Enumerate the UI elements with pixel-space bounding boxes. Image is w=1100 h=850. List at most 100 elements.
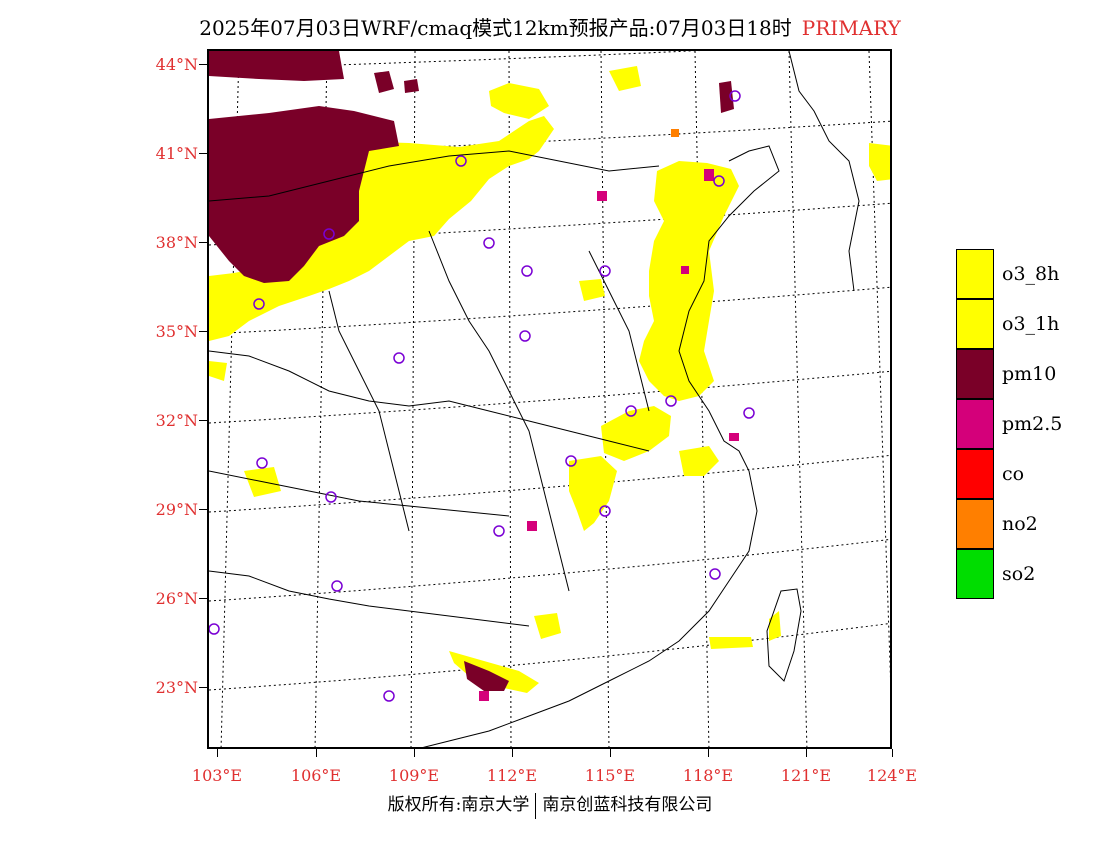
station-marker bbox=[713, 175, 725, 187]
lat-label-23: 23°N bbox=[155, 678, 198, 697]
lat-label-32: 32°N bbox=[155, 411, 198, 430]
province-boundary bbox=[209, 150, 660, 202]
lat-tick bbox=[199, 153, 207, 154]
lon-label-106: 106°E bbox=[290, 766, 342, 785]
o3-patch bbox=[569, 456, 617, 531]
pm25-patch bbox=[729, 433, 739, 441]
pm10-patch bbox=[719, 81, 734, 113]
legend-label: pm2.5 bbox=[1002, 413, 1063, 435]
pm25-patch bbox=[479, 691, 489, 701]
pm10-northwest bbox=[209, 106, 399, 283]
legend-swatch bbox=[956, 549, 994, 599]
lat-label-35: 35°N bbox=[155, 322, 198, 341]
lat-label-26: 26°N bbox=[155, 589, 198, 608]
pm10-regions bbox=[209, 51, 734, 691]
o3-patch bbox=[679, 446, 719, 476]
station-marker bbox=[256, 457, 268, 469]
station-marker bbox=[665, 395, 677, 407]
legend-swatch bbox=[956, 349, 994, 399]
meridian-112 bbox=[508, 51, 512, 747]
footer-right: 南京创蓝科技有限公司 bbox=[542, 795, 713, 815]
station-marker bbox=[483, 237, 495, 249]
parallel-41 bbox=[209, 120, 890, 158]
map-area bbox=[207, 49, 892, 749]
station-marker bbox=[331, 580, 343, 592]
korea-coast bbox=[788, 51, 860, 292]
station-marker bbox=[253, 298, 265, 310]
title-tag: PRIMARY bbox=[801, 16, 901, 40]
lat-tick bbox=[199, 242, 207, 243]
pm10-patch bbox=[374, 71, 394, 93]
o3-regions bbox=[209, 66, 890, 693]
stations bbox=[209, 90, 755, 702]
legend-label: co bbox=[1002, 463, 1025, 485]
station-marker bbox=[325, 491, 337, 503]
lat-tick bbox=[199, 687, 207, 688]
legend-label: o3_8h bbox=[1002, 263, 1060, 285]
o3-south-band bbox=[449, 651, 539, 693]
station-marker bbox=[729, 90, 741, 102]
province-boundary bbox=[209, 570, 530, 627]
parallel-26 bbox=[209, 538, 890, 602]
station-marker bbox=[455, 155, 467, 167]
footer-separator bbox=[535, 792, 537, 819]
station-marker bbox=[519, 330, 531, 342]
station-marker bbox=[565, 455, 577, 467]
station-marker bbox=[599, 505, 611, 517]
lon-tick bbox=[217, 749, 218, 757]
lon-tick bbox=[806, 749, 807, 757]
lon-tick bbox=[708, 749, 709, 757]
no2-patch bbox=[671, 129, 679, 137]
lon-label-124: 124°E bbox=[866, 766, 918, 785]
lon-tick bbox=[610, 749, 611, 757]
lon-label-112: 112°E bbox=[486, 766, 538, 785]
lat-tick bbox=[199, 509, 207, 510]
pm10-patch bbox=[464, 661, 509, 691]
o3-patch bbox=[579, 279, 605, 301]
lon-label-103: 103°E bbox=[191, 766, 243, 785]
china-coastline bbox=[422, 145, 780, 747]
pm25-patch bbox=[527, 521, 537, 531]
o3-patch bbox=[869, 143, 890, 181]
legend-swatch bbox=[956, 399, 994, 449]
boundaries bbox=[209, 51, 860, 747]
map-title: 2025年07月03日WRF/cmaq模式12km预报产品:07月03日18时 P… bbox=[0, 12, 1100, 41]
legend-label: so2 bbox=[1002, 563, 1036, 585]
pm25-patch bbox=[681, 266, 689, 274]
station-marker bbox=[625, 405, 637, 417]
legend-label: pm10 bbox=[1002, 363, 1057, 385]
o3-patch bbox=[489, 83, 549, 119]
legend-swatch bbox=[956, 299, 994, 349]
lat-tick bbox=[199, 598, 207, 599]
lon-label-118: 118°E bbox=[682, 766, 734, 785]
o3-patch bbox=[534, 613, 561, 639]
province-boundary bbox=[328, 290, 410, 532]
o3-east-band bbox=[639, 161, 739, 401]
legend-label: o3_1h bbox=[1002, 313, 1060, 335]
legend-swatch bbox=[956, 499, 994, 549]
lat-tick bbox=[199, 420, 207, 421]
lon-label-121: 121°E bbox=[780, 766, 832, 785]
copyright-footer: 版权所有:南京大学 南京创蓝科技有限公司 bbox=[0, 790, 1100, 819]
lat-label-29: 29°N bbox=[155, 500, 198, 519]
province-boundary bbox=[428, 230, 570, 592]
pm10-patch bbox=[404, 79, 419, 93]
parallel-29 bbox=[209, 454, 890, 513]
lon-tick bbox=[414, 749, 415, 757]
parallel-23 bbox=[209, 623, 890, 691]
station-marker bbox=[521, 265, 533, 277]
station-marker bbox=[709, 568, 721, 580]
legend-label: no2 bbox=[1002, 513, 1038, 535]
o3-patch bbox=[209, 361, 227, 381]
footer-left: 版权所有:南京大学 bbox=[387, 795, 530, 815]
parallel-32 bbox=[209, 370, 890, 424]
lon-tick bbox=[316, 749, 317, 757]
lat-tick bbox=[199, 331, 207, 332]
station-marker bbox=[209, 623, 220, 635]
o3-patch bbox=[769, 611, 781, 641]
title-main: 2025年07月03日WRF/cmaq模式12km预报产品:07月03日18时 bbox=[199, 16, 792, 40]
taiwan-coast bbox=[766, 588, 802, 682]
station-marker bbox=[493, 525, 505, 537]
station-marker bbox=[743, 407, 755, 419]
province-boundary bbox=[209, 470, 510, 517]
